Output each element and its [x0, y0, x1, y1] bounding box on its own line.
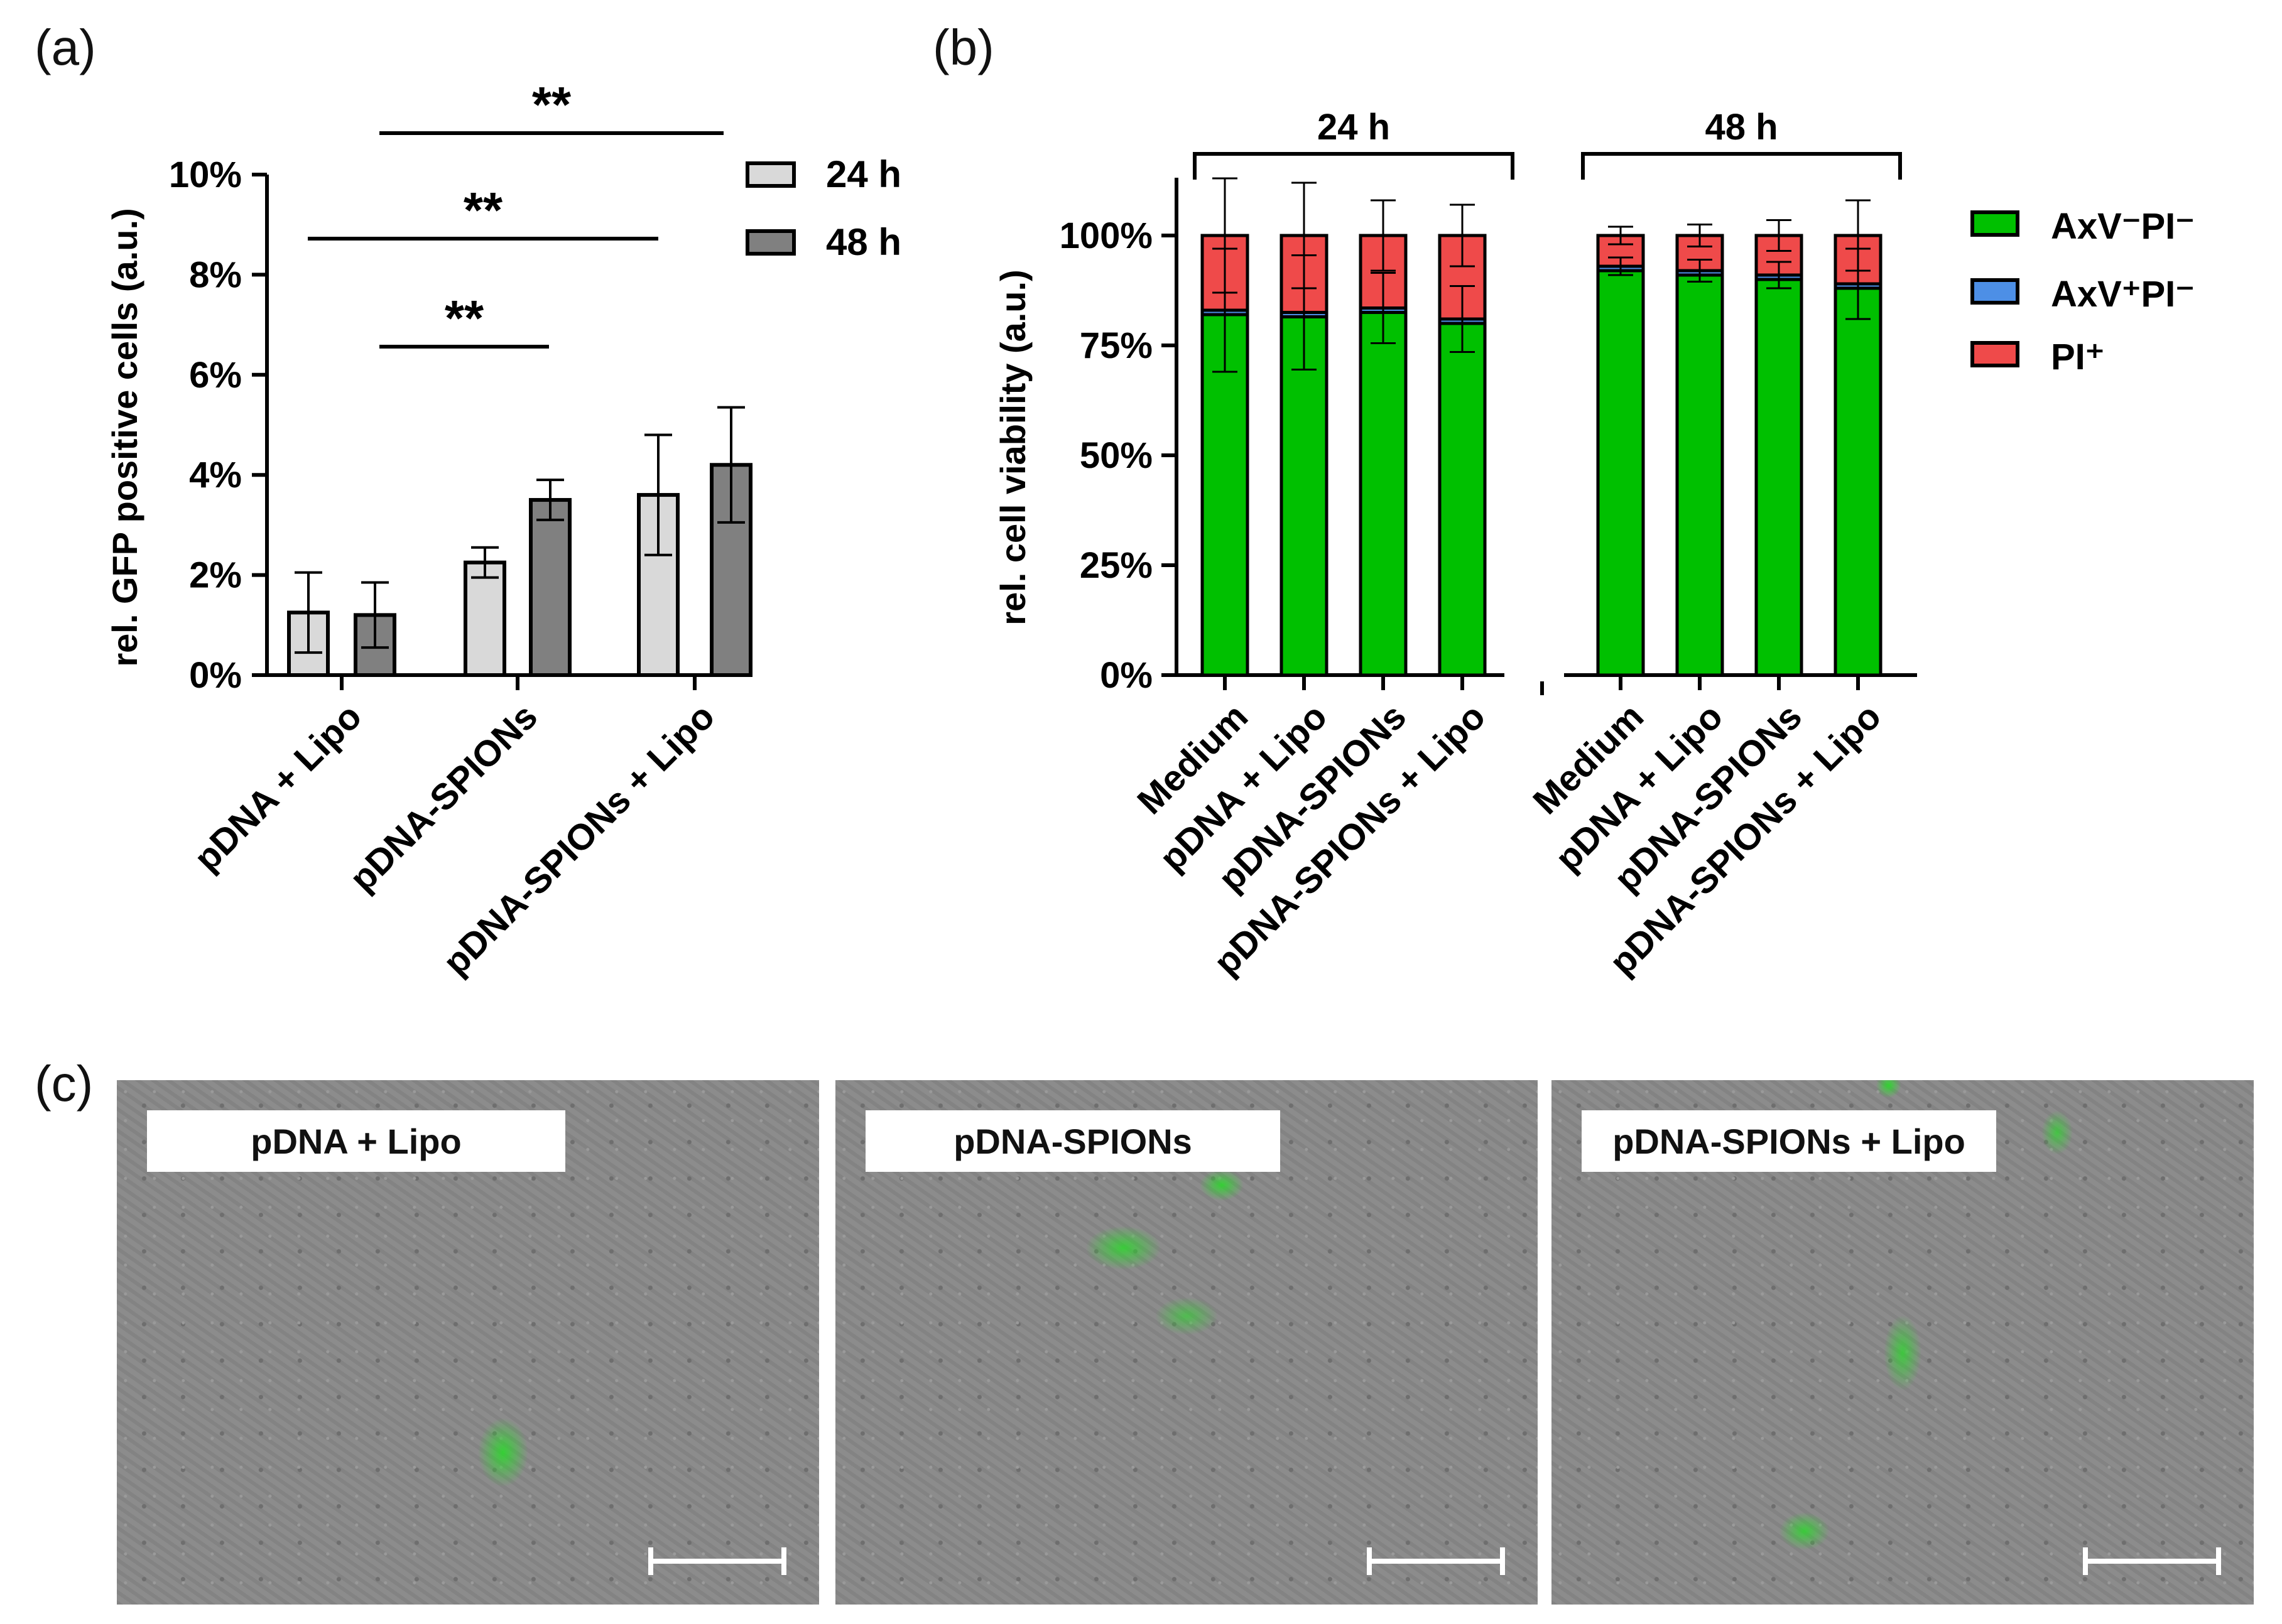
legend-swatch	[746, 161, 796, 188]
y-tick-label: 4%	[189, 455, 242, 495]
panel-a-letter: (a)	[35, 19, 96, 75]
micrograph-label-2: pDNA-SPIONs	[866, 1110, 1280, 1172]
bar-segment-0-6	[1754, 278, 1803, 677]
y-tick-label: 50%	[1080, 435, 1153, 476]
y-tick-label: 2%	[189, 555, 242, 596]
bar-segment-0-5	[1675, 273, 1724, 677]
group-label: 48 h	[1705, 107, 1778, 148]
legend-label: PI⁺	[2051, 337, 2104, 377]
scale-bar	[648, 1547, 786, 1575]
significance-label: **	[445, 290, 484, 346]
y-tick-label: 75%	[1080, 325, 1153, 366]
scale-bar	[2083, 1547, 2221, 1575]
legend-label: 24 h	[826, 153, 901, 195]
panel-b-letter: (b)	[933, 19, 994, 75]
legend-swatch	[1970, 210, 2019, 237]
y-tick-label: 0%	[1100, 655, 1153, 696]
legend-label: AxV⁺PI⁻	[2051, 274, 2195, 315]
y-tick-label: 8%	[189, 254, 242, 295]
bar-48h-1	[529, 498, 572, 677]
y-tick-label: 10%	[169, 154, 242, 195]
y-axis-label: rel. GFP positive cells (a.u.)	[105, 208, 144, 666]
y-tick-label: 0%	[189, 655, 242, 696]
legend-swatch	[1970, 278, 2019, 305]
chart-b: 0% 25% 50% 75% 100% rel. cell viability (a.u.…	[993, 107, 2195, 983]
bar-segment-0-1	[1280, 315, 1328, 677]
group-bracket	[1581, 152, 1902, 180]
y-tick-label: 25%	[1080, 545, 1153, 586]
bar-segment-0-7	[1834, 286, 1883, 677]
micrograph-label-3: pDNA-SPIONs + Lipo	[1582, 1110, 1996, 1172]
micrograph-label-1: pDNA + Lipo	[147, 1110, 565, 1172]
y-tick-label: 6%	[189, 355, 242, 396]
y-tick-label: 100%	[1060, 215, 1153, 256]
chart-a: 0% 2% 4% 6% 8% 10% rel. GFP positive cells (a.…	[105, 77, 901, 983]
scale-bar	[1367, 1547, 1505, 1575]
legend-label: 48 h	[826, 221, 901, 263]
legend-label: AxV⁻PI⁻	[2051, 206, 2195, 247]
group-label: 24 h	[1317, 107, 1390, 148]
significance-label: **	[464, 182, 503, 238]
bar-segment-0-2	[1359, 311, 1408, 677]
bar-segment-0-4	[1596, 269, 1645, 677]
significance-label: **	[532, 77, 572, 133]
legend-swatch	[1970, 341, 2019, 367]
group-bracket	[1193, 152, 1514, 180]
legend-swatch	[746, 229, 796, 256]
panel-c-letter: (c)	[35, 1056, 94, 1112]
bar-segment-0-3	[1438, 322, 1487, 677]
y-axis-label: rel. cell viability (a.u.)	[993, 269, 1033, 625]
micrograph-2	[835, 1080, 1538, 1605]
